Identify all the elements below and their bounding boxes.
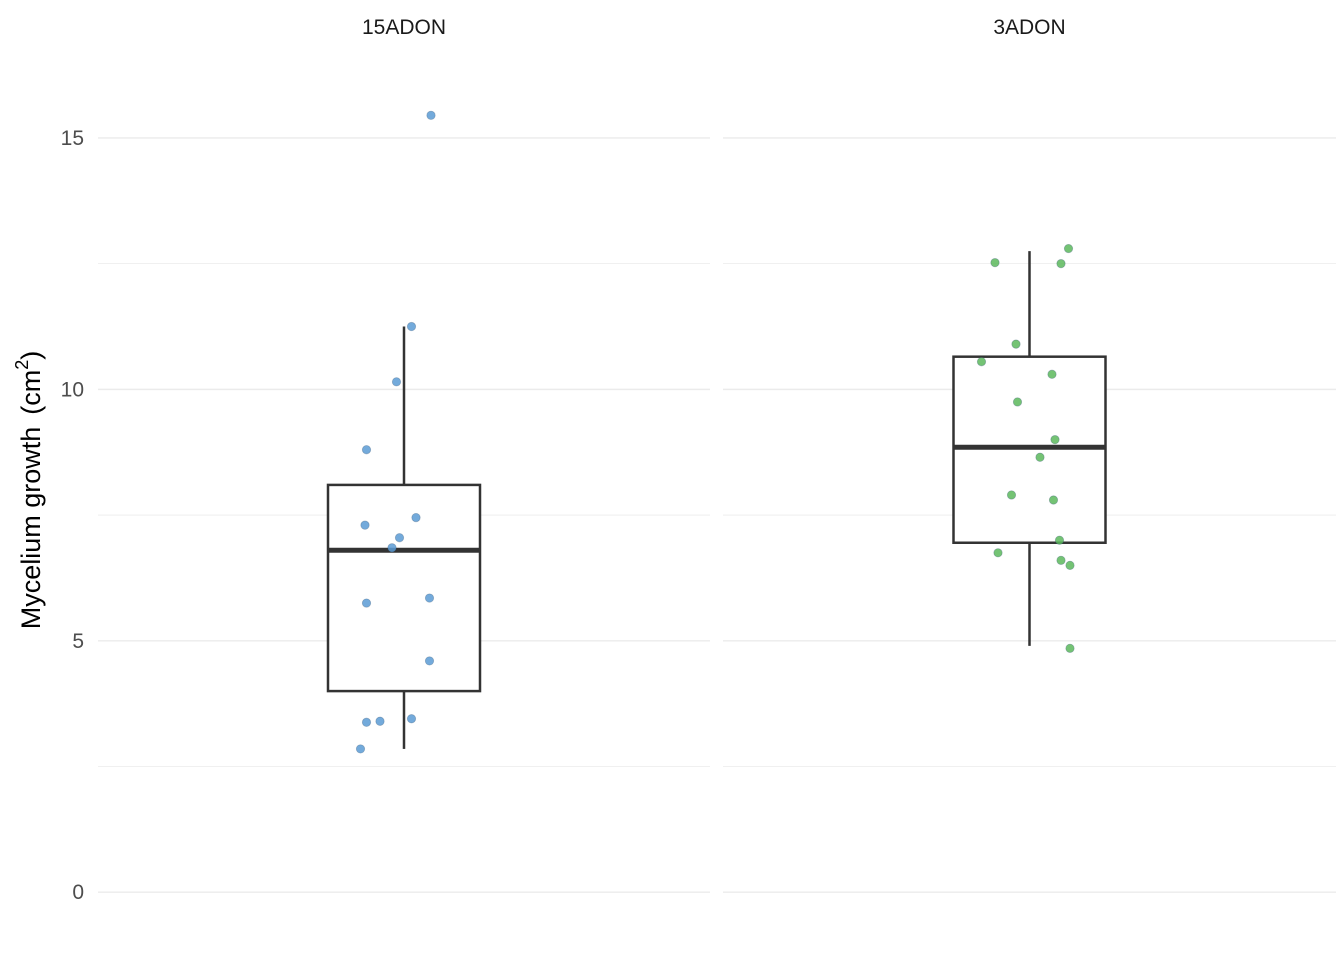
data-point (1035, 452, 1045, 462)
box-iqr (952, 355, 1107, 544)
y-axis-ticks: 0 5 10 15 (61, 127, 84, 904)
facet-panel: 3ADON (952, 16, 1107, 653)
data-point (361, 598, 372, 608)
data-point (375, 716, 385, 726)
y-tick-label: 10 (61, 378, 84, 401)
data-point (976, 357, 987, 367)
facet-panels: 15ADON 3ADON (326, 16, 1107, 754)
facet-strip-label: 3ADON (993, 16, 1065, 39)
data-point (426, 110, 436, 120)
data-point (993, 548, 1003, 558)
data-point (394, 533, 405, 543)
data-point (406, 321, 417, 332)
box-iqr (326, 483, 482, 693)
data-point (1048, 495, 1059, 505)
y-axis-label-exponent: 2 (12, 360, 32, 370)
data-point (361, 445, 372, 455)
data-point (406, 714, 417, 724)
data-point (360, 520, 370, 530)
data-point (1065, 560, 1075, 570)
data-point (1063, 243, 1074, 254)
y-tick-label: 0 (72, 881, 84, 904)
y-axis-label: Mycelium growth(cm2) (12, 351, 46, 630)
data-point (391, 377, 402, 387)
data-point (1011, 339, 1021, 349)
data-point (1065, 643, 1075, 653)
facet-panel: 15ADON (326, 16, 482, 754)
data-point (1056, 555, 1066, 565)
data-point (387, 543, 397, 553)
data-point (424, 656, 435, 666)
y-axis-label-unit: cm (16, 370, 46, 406)
data-point (355, 744, 366, 754)
data-point (1047, 369, 1057, 379)
y-tick-label: 15 (61, 127, 84, 150)
y-tick-label: 5 (72, 630, 84, 653)
grid-lines (98, 137, 1336, 893)
data-point (424, 593, 435, 603)
facet-strip-label: 15ADON (362, 16, 446, 39)
data-point (361, 717, 372, 727)
data-point (1054, 535, 1065, 545)
data-point (1012, 397, 1023, 407)
data-point (1050, 435, 1060, 445)
data-point (411, 512, 421, 523)
y-axis-label-text: Mycelium growth (16, 427, 46, 630)
data-point (990, 258, 1000, 268)
data-point (1056, 259, 1066, 269)
data-point (1006, 490, 1017, 500)
